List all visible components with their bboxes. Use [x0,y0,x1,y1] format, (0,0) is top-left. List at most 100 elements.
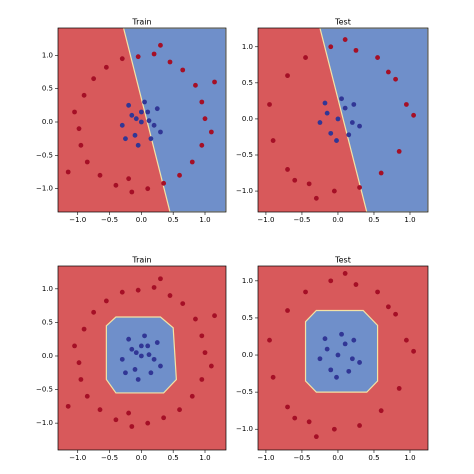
point [313,195,319,201]
x-tick-label: 0.0 [332,454,343,462]
point [151,51,157,57]
point [285,73,290,79]
point [313,434,319,440]
point [129,189,135,195]
point [158,276,163,282]
point [378,170,384,176]
point [72,109,77,115]
point [403,337,409,343]
point [151,356,157,362]
x-tick-label: 1.0 [404,454,415,462]
point [349,356,355,362]
point [142,333,147,339]
subplot: −1.0 −0.5 0.0 0.5 1.0 −1.0 −0.5 0.0 0.5 1.0 Train [36,256,227,462]
point [151,122,157,128]
point [285,308,290,313]
point [138,119,144,125]
point [84,159,90,165]
y-tick-label: 0.5 [242,314,253,322]
point [142,99,147,105]
y-tick-label: −0.5 [36,151,53,159]
point [167,293,173,298]
point [123,370,128,376]
point [346,368,352,374]
point [103,298,109,304]
point [145,420,151,426]
point [193,316,198,322]
subplot: −1.0 −0.5 0.0 0.5 1.0 −1.0 −0.5 0.0 0.5 1.0 Test [236,256,429,462]
point [135,142,141,148]
point [324,346,330,352]
y-tick-label: 1.0 [42,51,53,59]
point [202,350,208,356]
point [103,64,109,70]
point [78,142,84,148]
point [328,44,334,50]
point [353,47,359,53]
point [138,353,144,359]
point [331,188,337,194]
point [357,423,362,428]
point [84,393,90,399]
point [334,374,339,380]
x-tick-label: −0.5 [101,216,118,224]
point [334,138,339,143]
point [212,313,217,319]
point [270,374,276,380]
point [78,377,84,382]
x-tick-label: 0.5 [168,216,179,224]
point [270,138,276,143]
point [158,129,163,135]
point [97,407,103,413]
point [375,55,380,60]
point [202,116,208,122]
point [113,182,119,188]
point [208,129,214,135]
point [151,285,157,290]
point [208,363,214,369]
point [133,350,139,356]
chart-title: Test [334,256,351,265]
x-tick-label: 0.0 [136,454,147,462]
point [119,289,125,295]
y-tick-label: 0.0 [242,115,253,123]
y-tick-label: −0.5 [236,151,253,159]
axes-frame [257,265,429,451]
point [411,348,416,354]
point [119,56,125,62]
point [303,55,308,60]
point [385,304,391,310]
point [177,172,182,178]
axes-frame [57,27,227,213]
point [81,326,87,332]
point [126,176,132,182]
x-tick-label: −0.5 [293,454,310,462]
point [148,136,154,142]
point [357,360,362,365]
point [385,69,391,75]
point [342,105,348,111]
point [342,341,348,347]
point [91,309,97,315]
point [76,360,82,366]
point [97,172,103,178]
point [123,136,128,142]
point [199,99,205,105]
point [317,356,323,362]
axes-frame [57,265,227,451]
point [138,109,144,115]
point [189,159,195,165]
point [285,167,290,172]
point [411,112,416,118]
point [167,59,173,65]
point [199,142,205,148]
x-tick-label: −1.0 [69,216,86,224]
x-tick-label: 1.0 [199,454,210,462]
point [148,370,154,376]
point [303,289,308,295]
point [267,102,272,107]
x-tick-label: 0.5 [368,454,379,462]
point [393,311,398,317]
decision-region [304,309,379,393]
